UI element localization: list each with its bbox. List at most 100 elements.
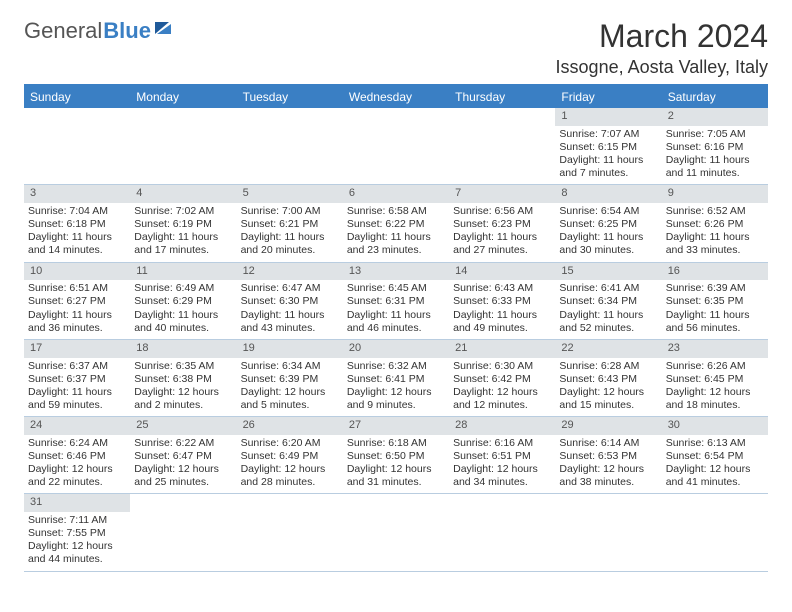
day-cell: Sunrise: 6:13 AMSunset: 6:54 PMDaylight:… (662, 435, 768, 494)
daylight-text: and 15 minutes. (559, 399, 657, 412)
sunset-text: Sunset: 7:55 PM (28, 527, 126, 540)
daylight-text: Daylight: 11 hours (559, 309, 657, 322)
day-cell: Sunrise: 7:00 AMSunset: 6:21 PMDaylight:… (237, 203, 343, 262)
day-number (237, 108, 343, 126)
sunrise-text: Sunrise: 6:18 AM (347, 437, 445, 450)
day-number: 21 (449, 339, 555, 357)
daylight-text: Daylight: 11 hours (28, 231, 126, 244)
sunrise-text: Sunrise: 6:37 AM (28, 360, 126, 373)
day-header: Saturday (662, 86, 768, 108)
daylight-text: and 14 minutes. (28, 244, 126, 257)
day-cell: Sunrise: 6:20 AMSunset: 6:49 PMDaylight:… (237, 435, 343, 494)
sunrise-text: Sunrise: 6:13 AM (666, 437, 764, 450)
sunrise-text: Sunrise: 6:20 AM (241, 437, 339, 450)
sunset-text: Sunset: 6:31 PM (347, 295, 445, 308)
sunrise-text: Sunrise: 6:22 AM (134, 437, 232, 450)
sunset-text: Sunset: 6:42 PM (453, 373, 551, 386)
sunrise-text: Sunrise: 7:00 AM (241, 205, 339, 218)
data-row: Sunrise: 7:11 AMSunset: 7:55 PMDaylight:… (24, 512, 768, 571)
day-number (237, 494, 343, 512)
sunset-text: Sunset: 6:18 PM (28, 218, 126, 231)
day-cell: Sunrise: 6:47 AMSunset: 6:30 PMDaylight:… (237, 280, 343, 339)
sunset-text: Sunset: 6:25 PM (559, 218, 657, 231)
daylight-text: Daylight: 12 hours (666, 386, 764, 399)
daylight-text: Daylight: 11 hours (347, 309, 445, 322)
day-number: 18 (130, 339, 236, 357)
day-header: Friday (555, 86, 661, 108)
daylight-text: and 12 minutes. (453, 399, 551, 412)
sunset-text: Sunset: 6:33 PM (453, 295, 551, 308)
sunrise-text: Sunrise: 7:02 AM (134, 205, 232, 218)
daynum-row: 17181920212223 (24, 339, 768, 357)
daylight-text: Daylight: 11 hours (28, 386, 126, 399)
day-header: Wednesday (343, 86, 449, 108)
daylight-text: and 7 minutes. (559, 167, 657, 180)
day-header: Thursday (449, 86, 555, 108)
day-header: Tuesday (237, 86, 343, 108)
day-header: Sunday (24, 86, 130, 108)
sunset-text: Sunset: 6:15 PM (559, 141, 657, 154)
day-number: 27 (343, 417, 449, 435)
daylight-text: Daylight: 11 hours (666, 154, 764, 167)
daylight-text: Daylight: 12 hours (28, 463, 126, 476)
daylight-text: Daylight: 11 hours (666, 231, 764, 244)
day-number (555, 494, 661, 512)
daylight-text: Daylight: 11 hours (241, 231, 339, 244)
day-number: 14 (449, 262, 555, 280)
sunrise-text: Sunrise: 6:24 AM (28, 437, 126, 450)
day-number: 16 (662, 262, 768, 280)
day-cell: Sunrise: 6:26 AMSunset: 6:45 PMDaylight:… (662, 358, 768, 417)
daylight-text: and 5 minutes. (241, 399, 339, 412)
sunset-text: Sunset: 6:38 PM (134, 373, 232, 386)
daynum-row: 31 (24, 494, 768, 512)
day-cell (130, 512, 236, 571)
day-number: 12 (237, 262, 343, 280)
sunset-text: Sunset: 6:30 PM (241, 295, 339, 308)
daylight-text: and 44 minutes. (28, 553, 126, 566)
daylight-text: Daylight: 12 hours (28, 540, 126, 553)
day-number: 28 (449, 417, 555, 435)
day-number: 4 (130, 185, 236, 203)
sunrise-text: Sunrise: 6:43 AM (453, 282, 551, 295)
day-cell: Sunrise: 6:45 AMSunset: 6:31 PMDaylight:… (343, 280, 449, 339)
sunset-text: Sunset: 6:46 PM (28, 450, 126, 463)
daylight-text: Daylight: 12 hours (134, 463, 232, 476)
daylight-text: Daylight: 11 hours (28, 309, 126, 322)
sunset-text: Sunset: 6:23 PM (453, 218, 551, 231)
day-number: 26 (237, 417, 343, 435)
day-number: 7 (449, 185, 555, 203)
day-number (662, 494, 768, 512)
daynum-row: 10111213141516 (24, 262, 768, 280)
data-row: Sunrise: 6:24 AMSunset: 6:46 PMDaylight:… (24, 435, 768, 494)
sunrise-text: Sunrise: 6:56 AM (453, 205, 551, 218)
logo-text-1: General (24, 18, 102, 44)
day-cell: Sunrise: 6:41 AMSunset: 6:34 PMDaylight:… (555, 280, 661, 339)
daylight-text: and 11 minutes. (666, 167, 764, 180)
day-number (449, 108, 555, 126)
daylight-text: Daylight: 12 hours (559, 463, 657, 476)
sunset-text: Sunset: 6:35 PM (666, 295, 764, 308)
day-number: 30 (662, 417, 768, 435)
day-number: 24 (24, 417, 130, 435)
day-cell: Sunrise: 6:58 AMSunset: 6:22 PMDaylight:… (343, 203, 449, 262)
daylight-text: and 17 minutes. (134, 244, 232, 257)
daylight-text: and 52 minutes. (559, 322, 657, 335)
calendar-table: SundayMondayTuesdayWednesdayThursdayFrid… (24, 86, 768, 572)
day-cell: Sunrise: 6:14 AMSunset: 6:53 PMDaylight:… (555, 435, 661, 494)
daylight-text: and 36 minutes. (28, 322, 126, 335)
day-cell: Sunrise: 6:43 AMSunset: 6:33 PMDaylight:… (449, 280, 555, 339)
daylight-text: and 41 minutes. (666, 476, 764, 489)
sunrise-text: Sunrise: 6:14 AM (559, 437, 657, 450)
daylight-text: Daylight: 12 hours (453, 386, 551, 399)
daylight-text: and 46 minutes. (347, 322, 445, 335)
day-number: 11 (130, 262, 236, 280)
day-cell (343, 126, 449, 185)
daynum-row: 24252627282930 (24, 417, 768, 435)
daylight-text: and 2 minutes. (134, 399, 232, 412)
day-cell: Sunrise: 6:49 AMSunset: 6:29 PMDaylight:… (130, 280, 236, 339)
data-row: Sunrise: 6:37 AMSunset: 6:37 PMDaylight:… (24, 358, 768, 417)
day-cell (449, 512, 555, 571)
daylight-text: Daylight: 12 hours (347, 463, 445, 476)
daylight-text: and 38 minutes. (559, 476, 657, 489)
sunrise-text: Sunrise: 7:07 AM (559, 128, 657, 141)
